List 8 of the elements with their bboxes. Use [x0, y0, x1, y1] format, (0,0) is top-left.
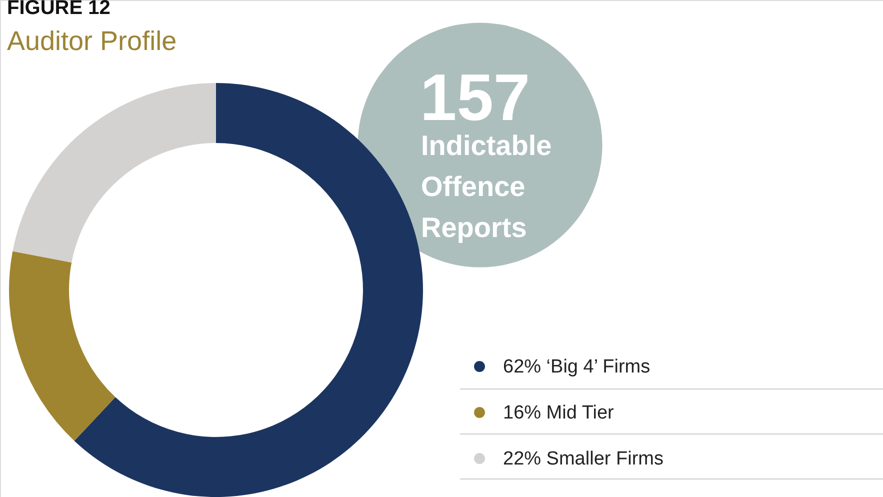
donut-slice [74, 83, 423, 497]
legend-label: 62% ‘Big 4’ Firms [503, 356, 650, 378]
chart-title: FIGURE 12 [7, 0, 110, 19]
donut-slice [9, 251, 116, 441]
chart-subtitle: Auditor Profile [7, 26, 177, 56]
legend-label: 16% Mid Tier [503, 402, 615, 424]
legend-label: 22% Smaller Firms [503, 448, 664, 470]
donut-slice [12, 83, 216, 262]
